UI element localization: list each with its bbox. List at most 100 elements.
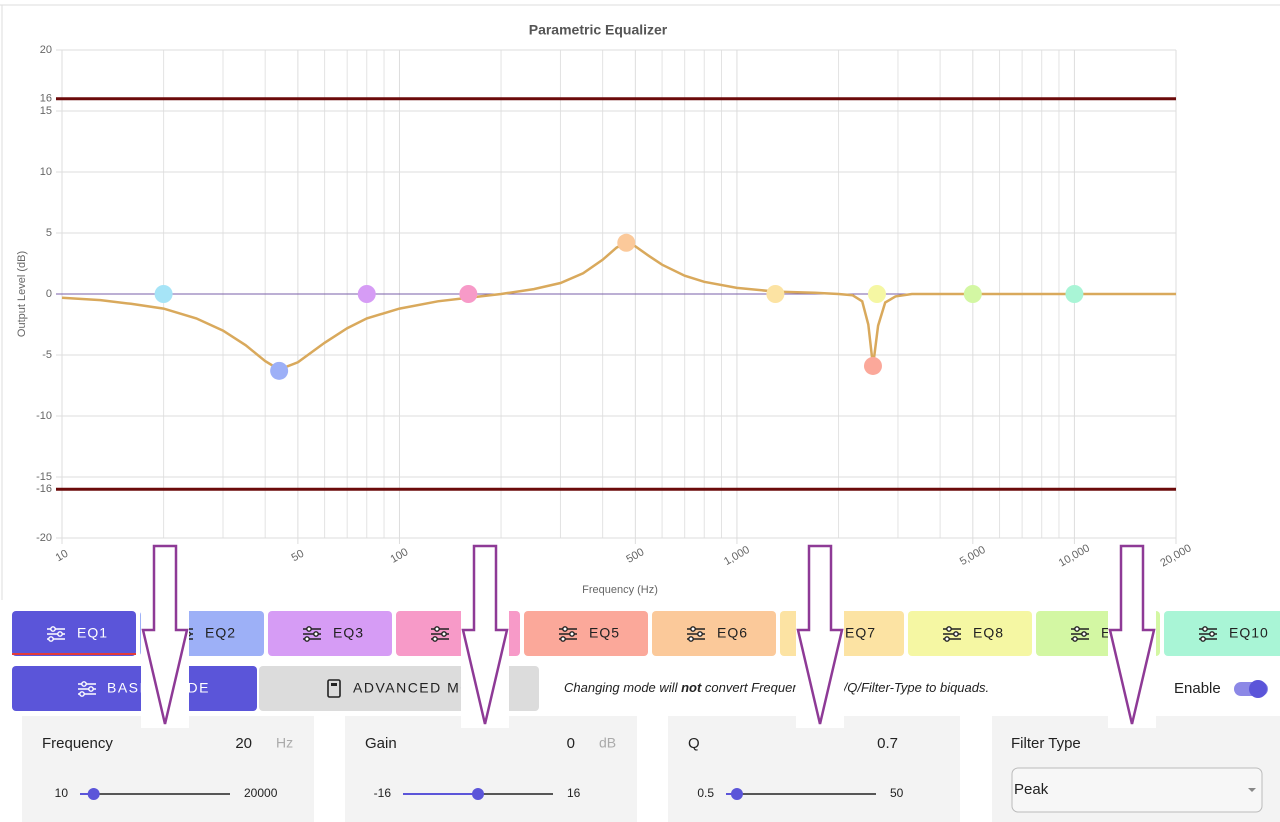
band-handle[interactable] (617, 233, 636, 252)
tab-label: EQ1 (77, 625, 108, 641)
button-background (12, 666, 257, 711)
eq-tab[interactable]: EQ8 (908, 611, 1032, 656)
slider-min: 10 (55, 786, 69, 800)
eq-tab[interactable]: EQ10 (1164, 611, 1280, 656)
eq-tab[interactable]: EQ5 (524, 611, 648, 656)
control-value: 20 (235, 735, 252, 752)
control-label: Gain (365, 735, 397, 752)
sliders-icon (559, 626, 577, 642)
band-handle[interactable] (1065, 285, 1084, 303)
y-tick-label: 20 (40, 44, 52, 56)
tab-background (12, 611, 136, 656)
x-tick-label: 100 (388, 546, 410, 566)
icon-knob (1081, 631, 1087, 637)
control-value: 0 (567, 735, 575, 752)
tab-background (1164, 611, 1280, 656)
eq-tab[interactable]: EQ3 (268, 611, 392, 656)
band-handle[interactable] (867, 285, 886, 303)
tab-underline (12, 653, 136, 655)
tab-background (524, 611, 648, 656)
control-panel: Frequency 20 Hz 10 20000 (22, 716, 314, 822)
sliders-icon (1071, 626, 1089, 642)
control-unit: dB (599, 735, 616, 751)
panel-background (668, 716, 960, 822)
control-panel: Gain 0 dB -16 16 (345, 716, 637, 822)
control-label: Filter Type (1011, 735, 1081, 752)
slider-thumb[interactable] (87, 788, 100, 800)
sliders-icon (687, 626, 705, 642)
icon-knob (569, 631, 575, 637)
icon-knob (434, 626, 440, 632)
y-tick-label: 16 (40, 93, 52, 105)
tab-label: EQ2 (205, 625, 236, 641)
icon-knob (1209, 631, 1215, 637)
y-tick-label: 0 (46, 288, 52, 300)
tab-background (652, 611, 776, 656)
icon-knob (79, 691, 85, 697)
tab-label: EQ5 (589, 625, 620, 641)
select-value: Peak (1014, 781, 1049, 798)
calculator-icon (327, 679, 341, 698)
down-arrow (796, 544, 844, 725)
tab-label: EQ8 (973, 625, 1004, 641)
y-tick-label: -16 (36, 483, 52, 495)
select-chevron (1248, 788, 1256, 792)
y-tick-label: -5 (42, 349, 52, 361)
band-handle[interactable] (270, 361, 289, 380)
enable-label: Enable (1174, 680, 1221, 697)
select-box[interactable] (1011, 767, 1263, 813)
sliders-icon (303, 626, 321, 642)
y-tick-label: 15 (40, 105, 52, 117)
sliders-icon (1199, 626, 1217, 642)
y-tick-label: 5 (46, 227, 52, 239)
tab-label: EQ7 (845, 625, 876, 641)
x-axis-label: Frequency (Hz) (582, 584, 658, 596)
y-tick-label: -20 (36, 532, 52, 544)
tab-label: EQ3 (333, 625, 364, 641)
calculator-screen (331, 683, 337, 686)
button-label: ADVANCED MODE (353, 680, 495, 696)
eq-tab[interactable]: EQ1 (12, 611, 136, 656)
band-handle[interactable] (963, 285, 982, 303)
tab-background (268, 611, 392, 656)
x-tick-label: 5,000 (958, 544, 988, 568)
slider-thumb[interactable] (472, 788, 484, 800)
slider-min: 0.5 (697, 786, 714, 800)
icon-knob (313, 631, 319, 637)
x-tick-label: 10,000 (1057, 542, 1092, 569)
y-tick-label: -15 (36, 471, 52, 483)
icon-knob (432, 636, 438, 642)
control-label: Frequency (42, 735, 113, 752)
x-tick-label: 50 (290, 548, 307, 565)
sliders-icon (47, 626, 65, 642)
control-unit: Hz (276, 735, 293, 751)
eq-tab[interactable]: EQ6 (652, 611, 776, 656)
icon-knob (946, 626, 952, 632)
icon-knob (560, 636, 566, 642)
panel-background (345, 716, 637, 822)
note-bold: not (681, 680, 702, 695)
icon-knob (944, 636, 950, 642)
panel-background (22, 716, 314, 822)
controls-area: EQ1EQ2EQ3EQ4EQ5EQ6EQ7EQ8EQ9EQ10BASIC MOD… (12, 611, 1280, 822)
band-handle[interactable] (863, 356, 882, 375)
sliders-icon (943, 626, 961, 642)
band-handle[interactable] (766, 285, 785, 303)
mode-note: Changing mode will not convert Frequency… (564, 680, 989, 695)
band-handle[interactable] (154, 285, 173, 303)
icon-knob (441, 631, 447, 637)
y-tick-label: -10 (36, 410, 52, 422)
toggle-knob[interactable] (1249, 680, 1267, 698)
chart-title: Parametric Equalizer (529, 22, 668, 38)
slider-thumb[interactable] (730, 788, 743, 800)
mode-button[interactable]: BASIC MODE (12, 666, 257, 711)
band-handle[interactable] (459, 285, 478, 303)
down-arrow (461, 544, 509, 725)
band-handle[interactable] (357, 285, 376, 303)
sliders-icon (431, 626, 449, 642)
sliders-icon (78, 681, 96, 697)
slider-max: 50 (890, 786, 904, 800)
tab-label: EQ6 (717, 625, 748, 641)
